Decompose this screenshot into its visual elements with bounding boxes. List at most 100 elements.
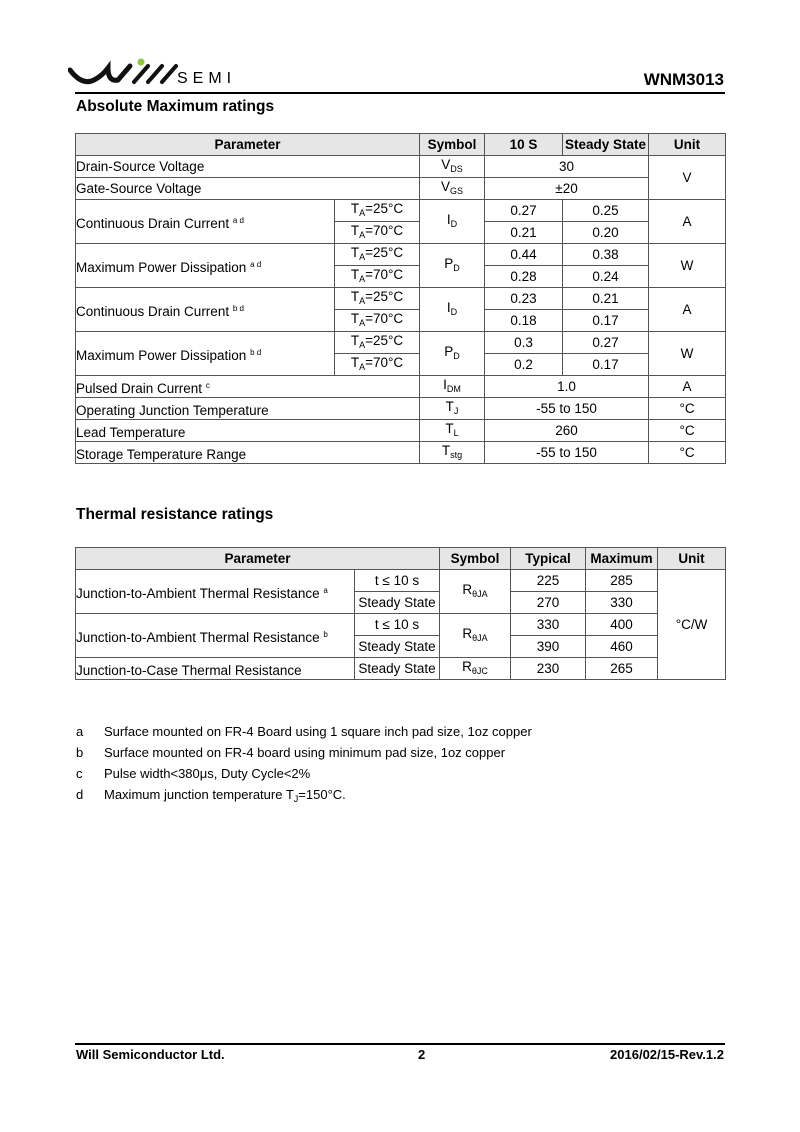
table-row: Pulsed Drain Current c IDM 1.0 A <box>74 375 727 398</box>
symbol-cell: Tstg <box>419 441 486 464</box>
unit-cell: °C <box>648 397 727 420</box>
symbol-cell: ID <box>419 287 486 332</box>
symbol-cell: TL <box>419 419 486 442</box>
table-header-row: Parameter Symbol 10 S Steady State Unit <box>74 133 727 156</box>
unit-cell: W <box>648 243 727 288</box>
typical-cell: 270 <box>510 591 587 614</box>
col-typical: Typical <box>510 547 587 570</box>
table-row: TA=70°C 0.18 0.17 <box>76 309 726 332</box>
value-steady-cell: 0.24 <box>562 265 650 288</box>
footnote-ref: b d <box>250 347 262 357</box>
footnote: c Pulse width<380μs, Duty Cycle<2% <box>76 766 310 781</box>
footnote-ref: c <box>205 380 210 390</box>
condition-cell: TA=70°C <box>333 221 421 244</box>
param-cell: Pulsed Drain Current c <box>74 375 421 398</box>
footer-page-number: 2 <box>418 1047 426 1062</box>
footnote-key: c <box>76 766 83 781</box>
unit-cell: A <box>648 375 727 398</box>
thermal-title: Thermal resistance ratings <box>76 506 274 523</box>
footnote-text: Pulse width<380μs, Duty Cycle<2% <box>104 766 311 781</box>
value-cell: ±20 <box>484 177 650 200</box>
col-unit: Unit <box>657 547 727 570</box>
col-parameter: Parameter <box>74 133 421 156</box>
maximum-cell: 285 <box>585 569 659 592</box>
unit-cell: V <box>648 155 727 200</box>
param-cell: Junction-to-Ambient Thermal Resistance b <box>75 613 355 658</box>
footnote-key: d <box>76 787 84 802</box>
value-10s-cell: 0.21 <box>484 221 564 244</box>
symbol-cell: PD <box>419 331 486 376</box>
maximum-cell: 400 <box>585 613 659 636</box>
value-10s-cell: 0.44 <box>484 243 564 266</box>
table-row: Drain-Source Voltage VDS 30 V <box>74 155 727 200</box>
logo-semi-text: SEMI <box>177 70 237 87</box>
value-cell: -55 to 150 <box>484 441 650 464</box>
table-row: Maximum Power Dissipation b d TA=25°C PD 0.… <box>75 331 727 376</box>
footnote-key: a <box>76 724 84 739</box>
value-10s-cell: 0.27 <box>484 199 564 222</box>
condition-cell: TA=70°C <box>333 309 421 332</box>
symbol-cell: RθJA <box>439 569 512 614</box>
header-divider <box>75 92 725 94</box>
condition-cell: TA=25°C <box>333 331 421 354</box>
condition-cell: Steady State <box>353 635 441 658</box>
table-row: Operating Junction Temperature TJ -55 to … <box>74 397 727 420</box>
table-row: Lead Temperature TL 260 °C <box>74 419 727 442</box>
param-cell: Continuous Drain Current a d <box>75 199 335 244</box>
typical-cell: 390 <box>510 635 587 658</box>
footnote: a Surface mounted on FR-4 Board using 1 s… <box>76 724 532 739</box>
will-semi-logo <box>68 58 178 85</box>
table-row: Steady State 390 460 <box>76 635 726 658</box>
part-number: WNM3013 <box>643 70 724 89</box>
condition-cell: Steady State <box>353 657 441 680</box>
condition-cell: t ≤ 10 s <box>353 613 441 636</box>
param-cell: Maximum Power Dissipation a d <box>75 243 335 288</box>
param-cell: Maximum Power Dissipation b d <box>75 331 335 376</box>
unit-cell: °C <box>648 441 727 464</box>
col-unit: Unit <box>648 133 727 156</box>
footnote-key: b <box>76 745 84 760</box>
table-row: Continuous Drain Current a d TA=25°C ID 0.2… <box>75 199 727 244</box>
param-cell: Continuous Drain Current b d <box>75 287 335 332</box>
symbol-cell: ID <box>419 199 486 244</box>
col-symbol: Symbol <box>439 547 512 570</box>
value-10s-cell: 0.18 <box>484 309 564 332</box>
table-row: Continuous Drain Current b d TA=25°C ID 0.2… <box>75 287 727 332</box>
footnote: b Surface mounted on FR-4 board using min… <box>76 745 505 760</box>
value-cell: 30 <box>484 155 650 178</box>
symbol-cell: RθJA <box>439 613 512 658</box>
footnote-ref: a <box>323 585 328 595</box>
symbol-cell: VGS <box>419 177 486 200</box>
unit-cell: °C/W <box>657 569 727 680</box>
footnote-ref: a d <box>232 215 244 225</box>
table-row: Storage Temperature Range Tstg -55 to 150… <box>74 441 727 464</box>
value-steady-cell: 0.25 <box>562 199 650 222</box>
value-cell: 1.0 <box>484 375 650 398</box>
symbol-cell: RθJC <box>439 657 512 680</box>
value-steady-cell: 0.17 <box>562 309 650 332</box>
table-row: TA=70°C 0.28 0.24 <box>76 265 726 288</box>
table-row: Junction-to-Case Thermal Resistance Stea… <box>75 657 726 680</box>
footer-divider <box>75 1043 725 1045</box>
symbol-cell: PD <box>419 243 486 288</box>
param-cell: Operating Junction Temperature <box>74 397 421 420</box>
condition-cell: Steady State <box>353 591 441 614</box>
condition-cell: TA=70°C <box>333 353 421 376</box>
table-row: Gate-Source Voltage VGS ±20 <box>74 177 726 200</box>
param-cell: Gate-Source Voltage <box>74 177 421 200</box>
footnote-ref: a d <box>250 259 262 269</box>
unit-cell: A <box>648 199 727 244</box>
col-parameter: Parameter <box>74 547 441 570</box>
condition-cell: TA=25°C <box>333 287 421 310</box>
col-steady-state: Steady State <box>562 133 650 156</box>
abs-max-table: Parameter Symbol 10 S Steady State Unit … <box>74 133 727 464</box>
table-row: Junction-to-Ambient Thermal Resistance a… <box>75 569 727 680</box>
footnote-ref: b d <box>232 303 244 313</box>
footer-revision: 2016/02/15-Rev.1.2 <box>610 1047 724 1062</box>
condition-cell: t ≤ 10 s <box>353 569 441 592</box>
table-row: Junction-to-Ambient Thermal Resistance b… <box>75 613 726 658</box>
maximum-cell: 265 <box>585 657 659 680</box>
thermal-table: Parameter Symbol Typical Maximum Unit Ju… <box>74 547 727 680</box>
symbol-cell: IDM <box>419 375 486 398</box>
